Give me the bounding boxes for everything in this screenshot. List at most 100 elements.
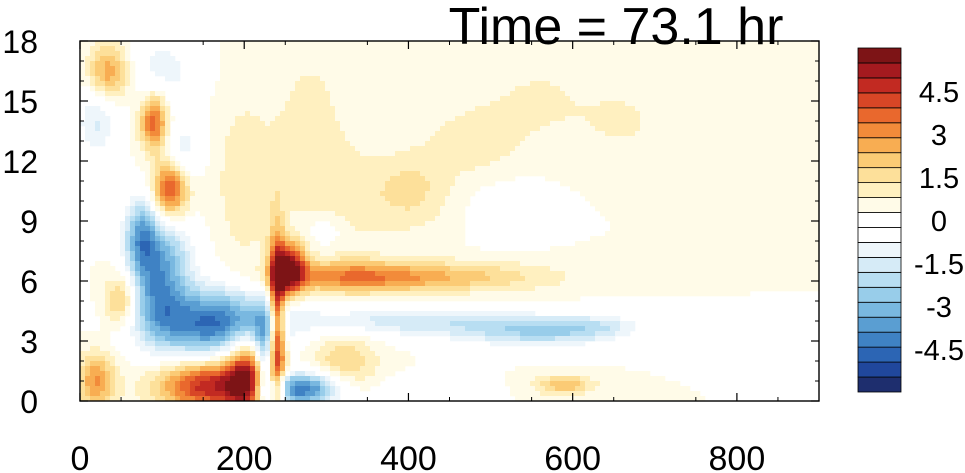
- heatmap-cell: [430, 96, 436, 102]
- heatmap-cell: [770, 101, 776, 107]
- heatmap-cell: [350, 46, 356, 52]
- heatmap-cell: [680, 96, 686, 102]
- heatmap-cell: [80, 46, 86, 52]
- heatmap-cell: [405, 176, 411, 182]
- heatmap-cell: [160, 211, 166, 217]
- heatmap-cell: [405, 181, 411, 187]
- heatmap-cell: [425, 126, 431, 132]
- heatmap-cell: [745, 151, 751, 157]
- heatmap-cell: [305, 206, 311, 212]
- heatmap-cell: [590, 76, 596, 82]
- heatmap-cell: [600, 131, 606, 137]
- heatmap-cell: [725, 106, 731, 112]
- heatmap-cell: [730, 121, 736, 127]
- heatmap-cell: [425, 131, 431, 137]
- heatmap-cell: [700, 196, 706, 202]
- heatmap-cell: [250, 151, 256, 157]
- heatmap-cell: [325, 176, 331, 182]
- heatmap-cell: [155, 156, 161, 162]
- heatmap-cell: [525, 126, 531, 132]
- heatmap-cell: [740, 141, 746, 147]
- heatmap-cell: [270, 96, 276, 102]
- heatmap-cell: [635, 191, 641, 197]
- heatmap-cell: [505, 111, 511, 117]
- heatmap-cell: [480, 96, 486, 102]
- heatmap-cell: [530, 151, 536, 157]
- heatmap-cell: [355, 226, 361, 232]
- heatmap-cell: [795, 151, 801, 157]
- heatmap-cell: [295, 161, 301, 167]
- heatmap-cell: [610, 181, 616, 187]
- heatmap-cell: [595, 71, 601, 77]
- heatmap-cell: [670, 101, 676, 107]
- heatmap-cell: [175, 61, 181, 67]
- heatmap-cell: [370, 96, 376, 102]
- heatmap-cell: [485, 131, 491, 137]
- heatmap-cell: [280, 51, 286, 57]
- heatmap-cell: [290, 231, 296, 237]
- heatmap-cell: [295, 96, 301, 102]
- heatmap-cell: [755, 116, 761, 122]
- heatmap-cell: [770, 151, 776, 157]
- heatmap-cell: [525, 76, 531, 82]
- heatmap-cell: [730, 51, 736, 57]
- heatmap-cell: [210, 186, 216, 192]
- heatmap-cell: [460, 86, 466, 92]
- heatmap-cell: [745, 66, 751, 72]
- heatmap-cell: [280, 81, 286, 87]
- heatmap-cell: [410, 221, 416, 227]
- heatmap-cell: [295, 146, 301, 152]
- heatmap-cell: [250, 81, 256, 87]
- heatmap-cell: [425, 41, 431, 47]
- heatmap-cell: [525, 46, 531, 52]
- heatmap-cell: [110, 96, 116, 102]
- heatmap-cell: [795, 101, 801, 107]
- heatmap-cell: [395, 101, 401, 107]
- heatmap-cell: [650, 141, 656, 147]
- heatmap-cell: [775, 116, 781, 122]
- heatmap-cell: [445, 171, 451, 177]
- heatmap-cell: [400, 206, 406, 212]
- heatmap-cell: [785, 41, 791, 47]
- heatmap-cell: [665, 106, 671, 112]
- heatmap-cell: [280, 66, 286, 72]
- heatmap-cell: [260, 41, 266, 47]
- heatmap-cell: [330, 46, 336, 52]
- heatmap-cell: [450, 231, 456, 237]
- heatmap-cell: [265, 226, 271, 232]
- heatmap-cell: [720, 86, 726, 92]
- heatmap-cell: [670, 201, 676, 207]
- heatmap-cell: [580, 61, 586, 67]
- heatmap-cell: [610, 131, 616, 137]
- heatmap-cell: [505, 46, 511, 52]
- heatmap-cell: [80, 51, 86, 57]
- heatmap-cell: [215, 166, 221, 172]
- heatmap-cell: [455, 46, 461, 52]
- heatmap-cell: [735, 46, 741, 52]
- heatmap-cell: [350, 81, 356, 87]
- heatmap-cell: [635, 131, 641, 137]
- heatmap-cell: [440, 236, 446, 242]
- heatmap-cell: [645, 156, 651, 162]
- heatmap-cell: [580, 116, 586, 122]
- heatmap-cell: [580, 46, 586, 52]
- heatmap-cell: [670, 46, 676, 52]
- heatmap-cell: [655, 86, 661, 92]
- heatmap-cell: [400, 216, 406, 222]
- heatmap-cell: [710, 166, 716, 172]
- heatmap-cell: [615, 96, 621, 102]
- heatmap-cell: [370, 106, 376, 112]
- heatmap-cell: [735, 61, 741, 67]
- heatmap-cell: [485, 86, 491, 92]
- heatmap-cell: [230, 166, 236, 172]
- heatmap-cell: [230, 81, 236, 87]
- heatmap-cell: [800, 46, 806, 52]
- heatmap-cell: [455, 171, 461, 177]
- heatmap-cell: [295, 101, 301, 107]
- heatmap-cell: [685, 216, 691, 222]
- heatmap-cell: [360, 161, 366, 167]
- heatmap-cell: [325, 121, 331, 127]
- heatmap-cell: [105, 76, 111, 82]
- heatmap-cell: [585, 156, 591, 162]
- heatmap-cell: [705, 211, 711, 217]
